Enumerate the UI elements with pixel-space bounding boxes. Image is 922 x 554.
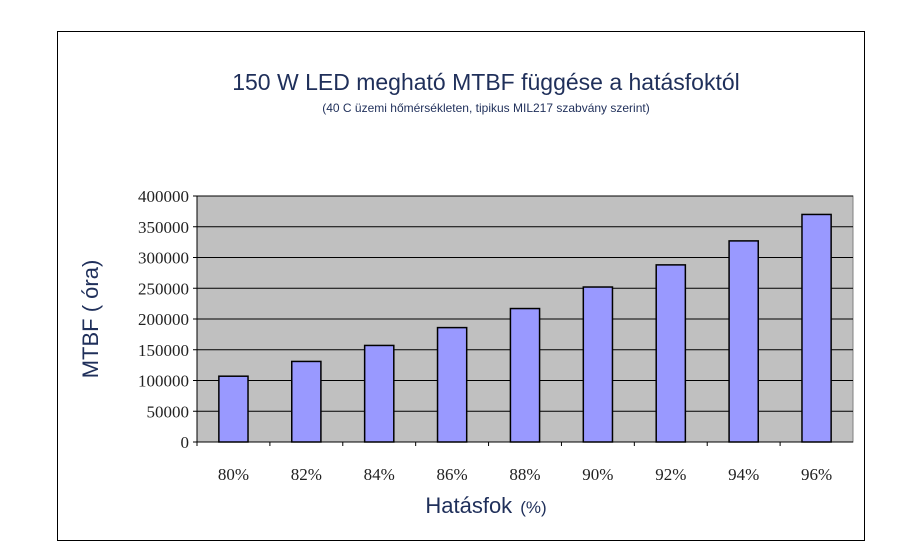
- chart-title: 150 W LED megható MTBF függése a hatásfo…: [232, 69, 740, 95]
- x-tick-label: 92%: [655, 465, 686, 484]
- chart-subtitle: (40 C üzemi hőmérsékleten, tipikus MIL21…: [322, 101, 649, 115]
- bar-94pct: [728, 240, 759, 443]
- y-axis-label: MTBF ( óra): [78, 260, 103, 379]
- bar-90pct: [582, 286, 614, 443]
- bar-80pct: [218, 375, 249, 443]
- y-tick-label: 100000: [138, 372, 189, 391]
- bar-92pct: [655, 264, 687, 443]
- x-axis-label-unit: (%): [520, 498, 546, 517]
- x-axis-label: Hatásfok (%): [425, 493, 546, 518]
- bars: [218, 213, 832, 443]
- y-tick-label: 300000: [138, 249, 189, 268]
- x-tick-label: 88%: [509, 465, 540, 484]
- bar-88pct: [509, 307, 541, 443]
- bar-82pct: [291, 360, 322, 443]
- y-axis-ticks: 0 50000 100000 150000 200000 250000 300000 3500…: [138, 187, 197, 452]
- bar-84pct: [363, 344, 395, 443]
- x-tick-label: 94%: [728, 465, 759, 484]
- y-tick-label: 400000: [138, 187, 189, 206]
- y-tick-label: 0: [181, 433, 190, 452]
- bar-96pct: [801, 213, 832, 443]
- x-tick-label: 96%: [801, 465, 832, 484]
- x-tick-label: 84%: [364, 465, 395, 484]
- x-tick-label: 86%: [437, 465, 468, 484]
- chart-frame: 150 W LED megható MTBF függése a hatásfo…: [57, 31, 865, 541]
- x-tick-label: 90%: [582, 465, 613, 484]
- x-tick-label: 82%: [291, 465, 322, 484]
- x-axis-ticks: 80% 82% 84% 86% 88% 90% 92% 94% 96%: [196, 442, 832, 484]
- chart-svg: 150 W LED megható MTBF függése a hatásfo…: [78, 69, 854, 518]
- y-tick-label: 150000: [138, 341, 189, 360]
- y-tick-label: 250000: [138, 279, 189, 298]
- y-tick-label: 350000: [138, 218, 189, 237]
- x-tick-label: 80%: [218, 465, 249, 484]
- y-tick-label: 200000: [138, 310, 189, 329]
- x-axis-label-main: Hatásfok: [425, 493, 513, 518]
- bar-86pct: [436, 326, 468, 443]
- y-tick-label: 50000: [147, 402, 190, 421]
